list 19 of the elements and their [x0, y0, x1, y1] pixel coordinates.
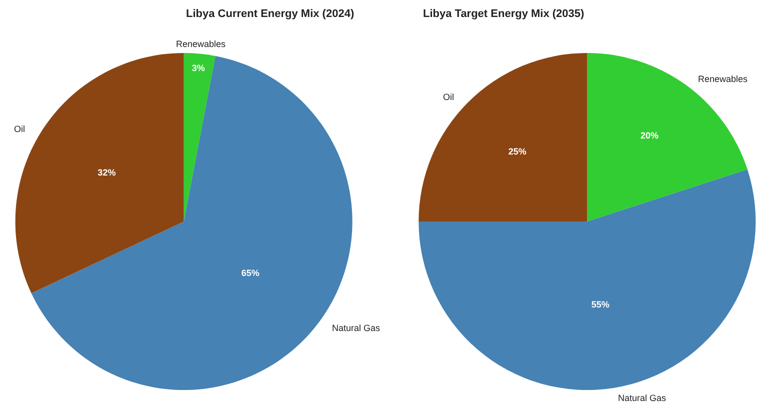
slice-label: Renewables — [176, 39, 226, 49]
data-label: 20% — [640, 130, 659, 141]
pie-slice — [418, 169, 756, 390]
slice-label: Oil — [14, 124, 25, 134]
slice-label: Oil — [443, 92, 454, 102]
pie-slice — [184, 52, 216, 222]
chart-title: Libya Target Energy Mix (2035) — [423, 8, 585, 20]
data-label: 65% — [241, 268, 260, 278]
data-label: 32% — [98, 168, 116, 178]
slice-label: Natural Gas — [618, 393, 667, 403]
slice-label: Natural Gas — [332, 323, 381, 333]
chart-title: Libya Current Energy Mix (2024) — [186, 8, 354, 20]
data-label: 55% — [591, 300, 610, 310]
pie-slice — [587, 52, 748, 222]
pie-slice — [418, 52, 588, 222]
data-label: 3% — [192, 63, 205, 74]
pie-slice — [16, 52, 184, 294]
slice-label: Renewables — [698, 74, 748, 84]
data-label: 25% — [508, 146, 526, 157]
